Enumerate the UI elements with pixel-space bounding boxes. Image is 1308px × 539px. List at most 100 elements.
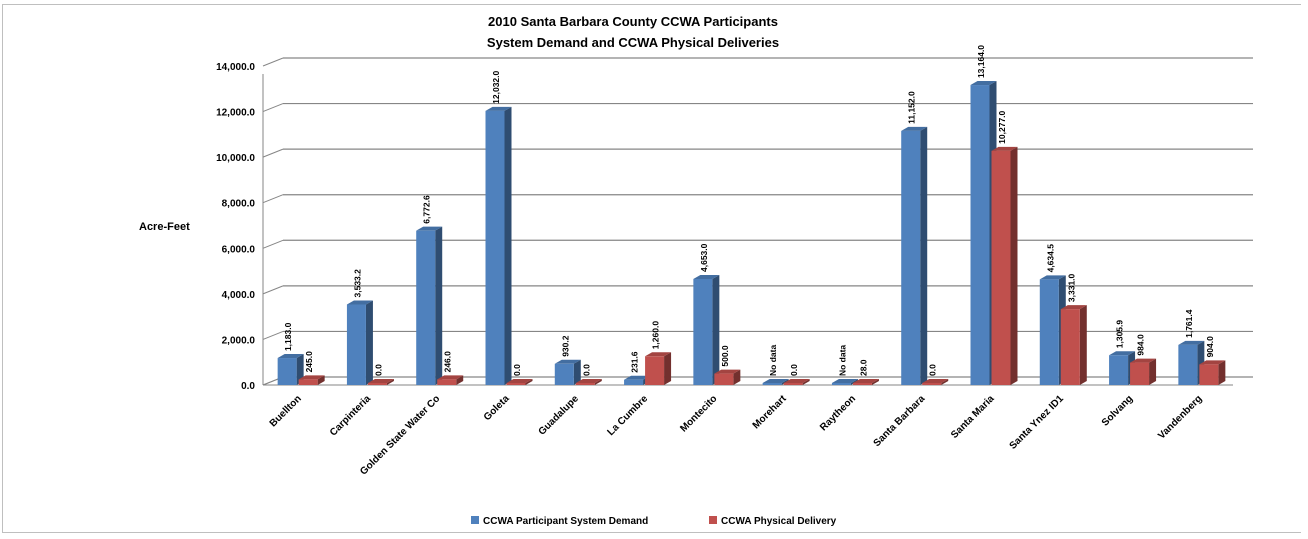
bar-top [277,354,304,359]
x-tick-label: Carpinteria [328,393,373,438]
bar-front [346,304,366,385]
bar: No data [762,345,789,385]
x-tick-label: Golden State Water Co [358,393,442,477]
x-tick-label: Morehart [751,393,790,432]
grid [262,57,1253,386]
bar-front [970,85,990,385]
bar-side [781,379,789,385]
data-label: 0.0 [928,364,938,376]
bar-front [416,230,436,385]
bar: 0.0 [783,364,810,385]
bar-side [664,352,672,385]
bar-chart: 2010 Santa Barbara County CCWA Participa… [139,14,1253,527]
bar-front [1109,355,1129,385]
bar-front [485,110,505,385]
y-axis-label: Acre-Feet [139,221,190,233]
bar: 4,653.0 [693,243,720,385]
bar-side [871,379,879,385]
bar-side [920,126,928,386]
x-tick-label: Raytheon [818,393,858,433]
bar: 0.0 [506,364,533,385]
bar-top [346,300,373,305]
gridline-side [262,239,284,249]
bar: 0.0 [367,364,394,385]
bar-side [296,354,304,385]
bar-side [594,379,602,385]
bar-top [901,126,928,131]
y-tick-label: 12,000.0 [216,108,255,119]
bar-top [485,106,512,111]
bar-front [693,278,713,385]
bar-top [714,369,741,374]
legend-swatch-delivery [709,516,717,524]
bar: 246.0 [437,351,464,385]
chart-title-line-2: System Demand and CCWA Physical Deliveri… [487,35,779,50]
data-label: 4,653.0 [699,243,709,272]
data-label: 13,164.0 [976,45,986,78]
data-label: 3,533.2 [352,269,362,298]
data-label: 28.0 [858,359,868,376]
bar-front [506,383,526,385]
data-label: 930.2 [560,335,570,357]
bar-top [645,352,672,357]
bar-top [1039,275,1066,280]
bar: 0.0 [922,364,949,385]
bar-top [991,146,1018,151]
bar-front [554,363,574,385]
bar-top [693,274,720,279]
x-tick-label: Montecito [678,393,719,434]
x-tick-label: Buellton [268,393,304,429]
data-label: 12,032.0 [491,70,501,103]
x-tick-label: Solvang [1100,393,1135,428]
y-tick-label: 4,000.0 [222,290,256,301]
data-label: 3,331.0 [1066,273,1076,302]
bar-top [416,226,443,231]
bar-side [1149,358,1157,385]
bar-front [1060,309,1080,385]
bar-top [554,359,581,364]
data-label: 1,260.0 [651,321,661,350]
bar: 11,152.0 [901,91,928,386]
bar-side [456,375,464,385]
bar-side [573,359,581,385]
y-tick-label: 0.0 [241,381,255,392]
bar-front [852,383,872,385]
bar-top [1130,358,1157,363]
bar-top [970,81,997,86]
bar-front [1039,279,1059,385]
y-axis-ticks: 0.0 2,000.0 4,000.0 6,000.0 8,000.0 10,000.0 1… [216,62,255,392]
bar-side [435,226,443,385]
bar: 3,331.0 [1060,273,1087,385]
bar: No data [831,345,858,385]
chart-frame: 2010 Santa Barbara County CCWA Participa… [2,4,1301,533]
bar-top [1199,360,1226,365]
bar-front [277,358,297,385]
x-tick-label: Vandenberg [1156,393,1204,441]
bar-top [1109,351,1136,356]
bar-side [712,274,720,385]
data-label: 231.6 [630,351,640,373]
bar-top [852,379,879,383]
bar-front [714,373,734,385]
bar: 0.0 [575,364,602,385]
data-label: 0.0 [789,364,799,376]
bar-front [367,383,387,385]
bar: 1,183.0 [277,322,304,385]
bars: 1,183.0 245.0 3,533.2 0.0 6,772.6 246.0 12,032… [277,45,1226,386]
bar-side [365,300,373,385]
data-label: 1,305.9 [1115,320,1125,349]
y-tick-label: 2,000.0 [222,335,256,346]
chart-title-line-1: 2010 Santa Barbara County CCWA Participa… [488,14,778,29]
bar: 1,260.0 [645,321,672,385]
bar: 500.0 [714,345,741,385]
bar-front [991,150,1011,385]
data-label: 984.0 [1136,334,1146,356]
bar-top [783,379,810,383]
x-tick-label: Guadalupe [537,393,582,438]
x-tick-label: Goleta [482,393,512,423]
y-tick-label: 6,000.0 [222,244,256,255]
bar-side [802,379,810,385]
bar-side [941,379,949,385]
legend: CCWA Participant System Demand CCWA Phys… [471,516,837,527]
